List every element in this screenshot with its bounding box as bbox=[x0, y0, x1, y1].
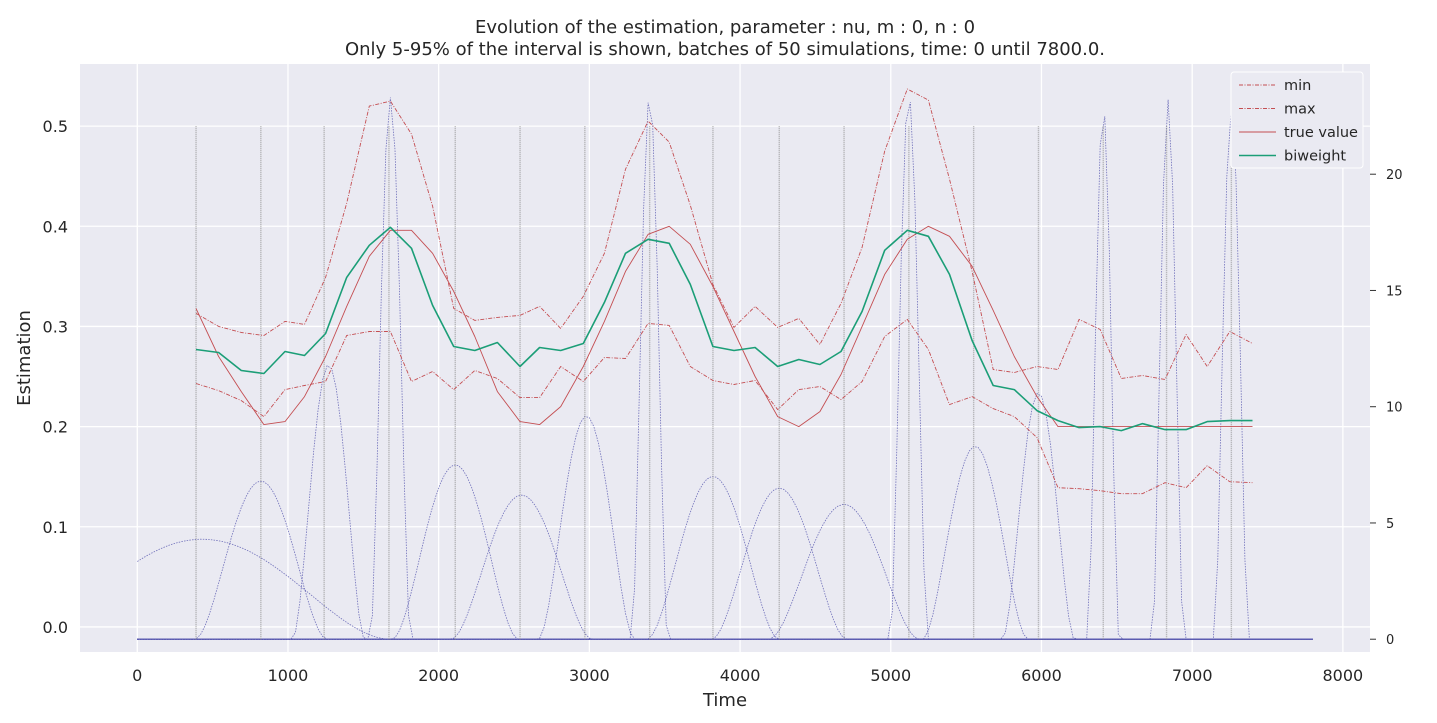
x-tick-labels: 0 1000 2000 3000 4000 5000 6000 7000 8000 bbox=[132, 666, 1363, 685]
batch-vertical-lines bbox=[195, 125, 1233, 640]
y2-tick-label: 5 bbox=[1386, 517, 1394, 532]
y2-tick-label: 20 bbox=[1386, 168, 1403, 183]
y2-tick-labels: 0 5 10 15 20 bbox=[1370, 168, 1403, 648]
x-tick-label: 6000 bbox=[1021, 666, 1062, 685]
series-line-max bbox=[195, 88, 1253, 380]
y2-tick-label: 10 bbox=[1386, 401, 1403, 416]
kernel-curves bbox=[137, 97, 1313, 640]
legend-label: min bbox=[1284, 78, 1311, 94]
data-series bbox=[195, 88, 1253, 495]
chart-subtitle: Only 5-95% of the interval is shown, bat… bbox=[345, 39, 1105, 60]
chart-title: Evolution of the estimation, parameter :… bbox=[475, 17, 975, 38]
y-tick-label: 0.0 bbox=[43, 618, 68, 637]
x-tick-label: 3000 bbox=[569, 666, 610, 685]
x-tick-label: 0 bbox=[132, 666, 142, 685]
series-line-biweight bbox=[195, 226, 1253, 432]
x-tick-label: 2000 bbox=[418, 666, 459, 685]
legend: min max true value biweight bbox=[1230, 71, 1364, 169]
legend-label: biweight bbox=[1284, 149, 1346, 165]
y-tick-label: 0.3 bbox=[43, 317, 68, 336]
y-tick-label: 0.4 bbox=[43, 217, 68, 236]
x-tick-label: 4000 bbox=[720, 666, 761, 685]
y-axis-label: Estimation bbox=[14, 310, 35, 406]
series-line-min bbox=[195, 318, 1253, 495]
x-axis-label: Time bbox=[702, 690, 747, 711]
legend-box bbox=[1230, 71, 1364, 169]
x-tick-label: 8000 bbox=[1323, 666, 1364, 685]
grid-lines bbox=[80, 64, 1370, 652]
y-tick-label: 0.5 bbox=[43, 117, 68, 136]
x-tick-label: 7000 bbox=[1172, 666, 1213, 685]
legend-label: true value bbox=[1284, 125, 1358, 141]
x-tick-label: 1000 bbox=[268, 666, 309, 685]
plot-area bbox=[80, 64, 1370, 652]
y-tick-label: 0.1 bbox=[43, 518, 68, 537]
x-tick-label: 5000 bbox=[870, 666, 911, 685]
y2-tick-label: 15 bbox=[1386, 284, 1403, 299]
y-tick-label: 0.2 bbox=[43, 418, 68, 437]
y-tick-labels: 0.0 0.1 0.2 0.3 0.4 0.5 bbox=[43, 117, 68, 637]
y2-tick-label: 0 bbox=[1386, 633, 1394, 648]
legend-label: max bbox=[1284, 102, 1316, 118]
